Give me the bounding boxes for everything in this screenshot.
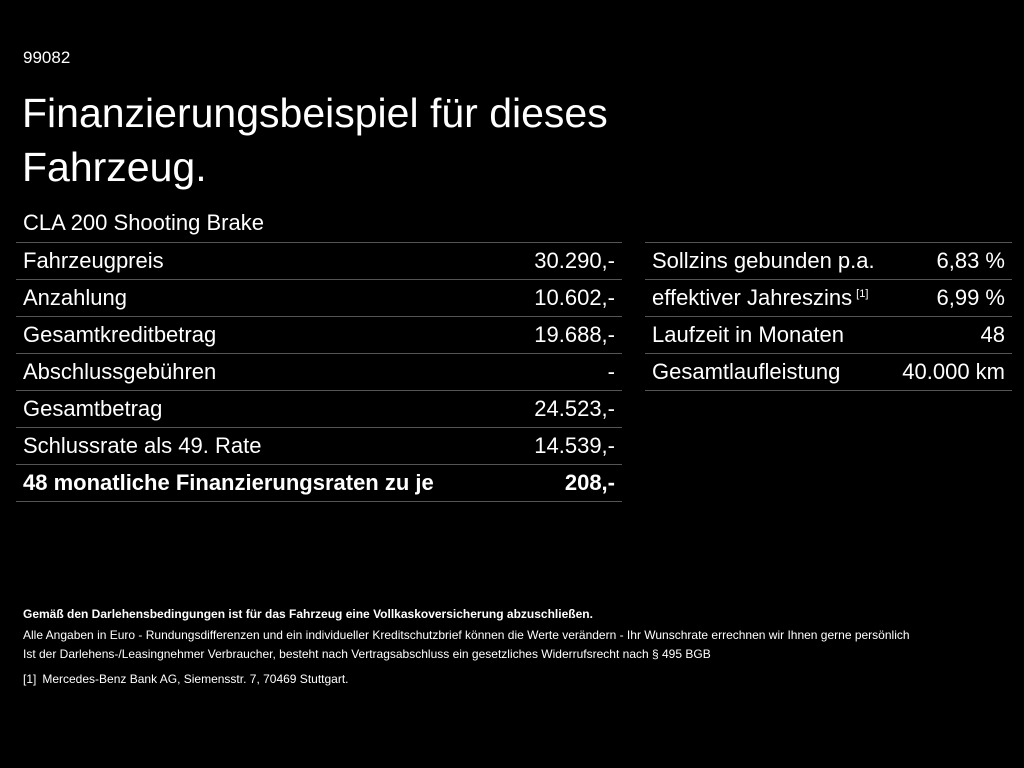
conditions-table: Sollzins gebunden p.a. 6,83 % effektiver J… <box>645 242 1012 391</box>
row-value: 30.290,- <box>511 242 622 280</box>
table-row: Anzahlung 10.602,- <box>16 279 622 317</box>
insurance-notice: Gemäß den Darlehensbedingungen ist für d… <box>23 607 593 621</box>
row-value: - <box>511 353 622 391</box>
row-label: Gesamtkreditbetrag <box>16 316 512 354</box>
footnote-text: Mercedes-Benz Bank AG, Siemensstr. 7, 70… <box>42 672 349 686</box>
footnote-marker: [1] <box>23 672 37 686</box>
row-label: effektiver Jahreszins [1] <box>645 279 891 317</box>
label-text: Abschlussgebühren <box>23 359 217 384</box>
row-value: 6,83 % <box>890 242 1012 280</box>
row-value: 208,- <box>511 464 622 502</box>
row-value: 14.539,- <box>511 427 622 465</box>
vehicle-code: 99082 <box>23 48 71 67</box>
row-value: 40.000 km <box>890 353 1012 391</box>
table-row: Fahrzeugpreis 30.290,- <box>16 242 622 280</box>
row-value: 24.523,- <box>511 390 622 428</box>
row-label: Schlussrate als 49. Rate <box>16 427 512 465</box>
row-label: Fahrzeugpreis <box>16 242 512 280</box>
table-row: effektiver Jahreszins [1] 6,99 % <box>645 279 1012 317</box>
table-row: Gesamtbetrag 24.523,- <box>16 390 622 428</box>
label-text: Sollzins gebunden p.a. <box>652 248 875 273</box>
row-label: Gesamtlaufleistung <box>645 353 891 391</box>
table-row: Gesamtlaufleistung 40.000 km <box>645 353 1012 391</box>
footnote: [1] Mercedes-Benz Bank AG, Siemensstr. 7,… <box>23 670 1013 689</box>
row-label: Anzahlung <box>16 279 512 317</box>
footer: Gemäß den Darlehensbedingungen ist für d… <box>23 605 1013 689</box>
row-value: 48 <box>890 316 1012 354</box>
label-text: Gesamtlaufleistung <box>652 359 841 384</box>
label-text: Laufzeit in Monaten <box>652 322 845 347</box>
label-text: Schlussrate als 49. Rate <box>23 433 262 458</box>
table-row: Sollzins gebunden p.a. 6,83 % <box>645 242 1012 280</box>
table-row: Laufzeit in Monaten 48 <box>645 316 1012 354</box>
row-label: Sollzins gebunden p.a. <box>645 242 891 280</box>
footer-line: Ist der Darlehens-/Leasingnehmer Verbrau… <box>23 647 711 661</box>
table-row: Abschlussgebühren - <box>16 353 622 391</box>
label-text: 48 monatliche Finanzierungsraten zu je <box>23 470 434 495</box>
table-row: Gesamtkreditbetrag 19.688,- <box>16 316 622 354</box>
label-text: Gesamtbetrag <box>23 396 163 421</box>
page-title: Finanzierungsbeispiel für dieses Fahrzeu… <box>22 90 608 190</box>
row-label: Gesamtbetrag <box>16 390 512 428</box>
label-text: Fahrzeugpreis <box>23 248 164 273</box>
row-value: 10.602,- <box>511 279 622 317</box>
label-text: Gesamtkreditbetrag <box>23 322 217 347</box>
row-label: Laufzeit in Monaten <box>645 316 891 354</box>
table-row: Schlussrate als 49. Rate 14.539,- <box>16 427 622 465</box>
model-name: CLA 200 Shooting Brake <box>23 210 264 235</box>
row-label: 48 monatliche Finanzierungsraten zu je <box>16 464 512 502</box>
footer-lines: Alle Angaben in Euro - Rundungsdifferenz… <box>23 626 1013 664</box>
footnote-ref: [1] <box>856 288 869 300</box>
label-text: effektiver Jahreszins <box>652 285 853 310</box>
row-label: Abschlussgebühren <box>16 353 512 391</box>
label-text: Anzahlung <box>23 285 127 310</box>
row-value: 6,99 % <box>890 279 1012 317</box>
footer-line: Alle Angaben in Euro - Rundungsdifferenz… <box>23 628 910 642</box>
row-value: 19.688,- <box>511 316 622 354</box>
financing-table: Fahrzeugpreis 30.290,- Anzahlung 10.602,- Ge… <box>16 242 622 502</box>
table-row: 48 monatliche Finanzierungsraten zu je 20… <box>16 464 622 502</box>
